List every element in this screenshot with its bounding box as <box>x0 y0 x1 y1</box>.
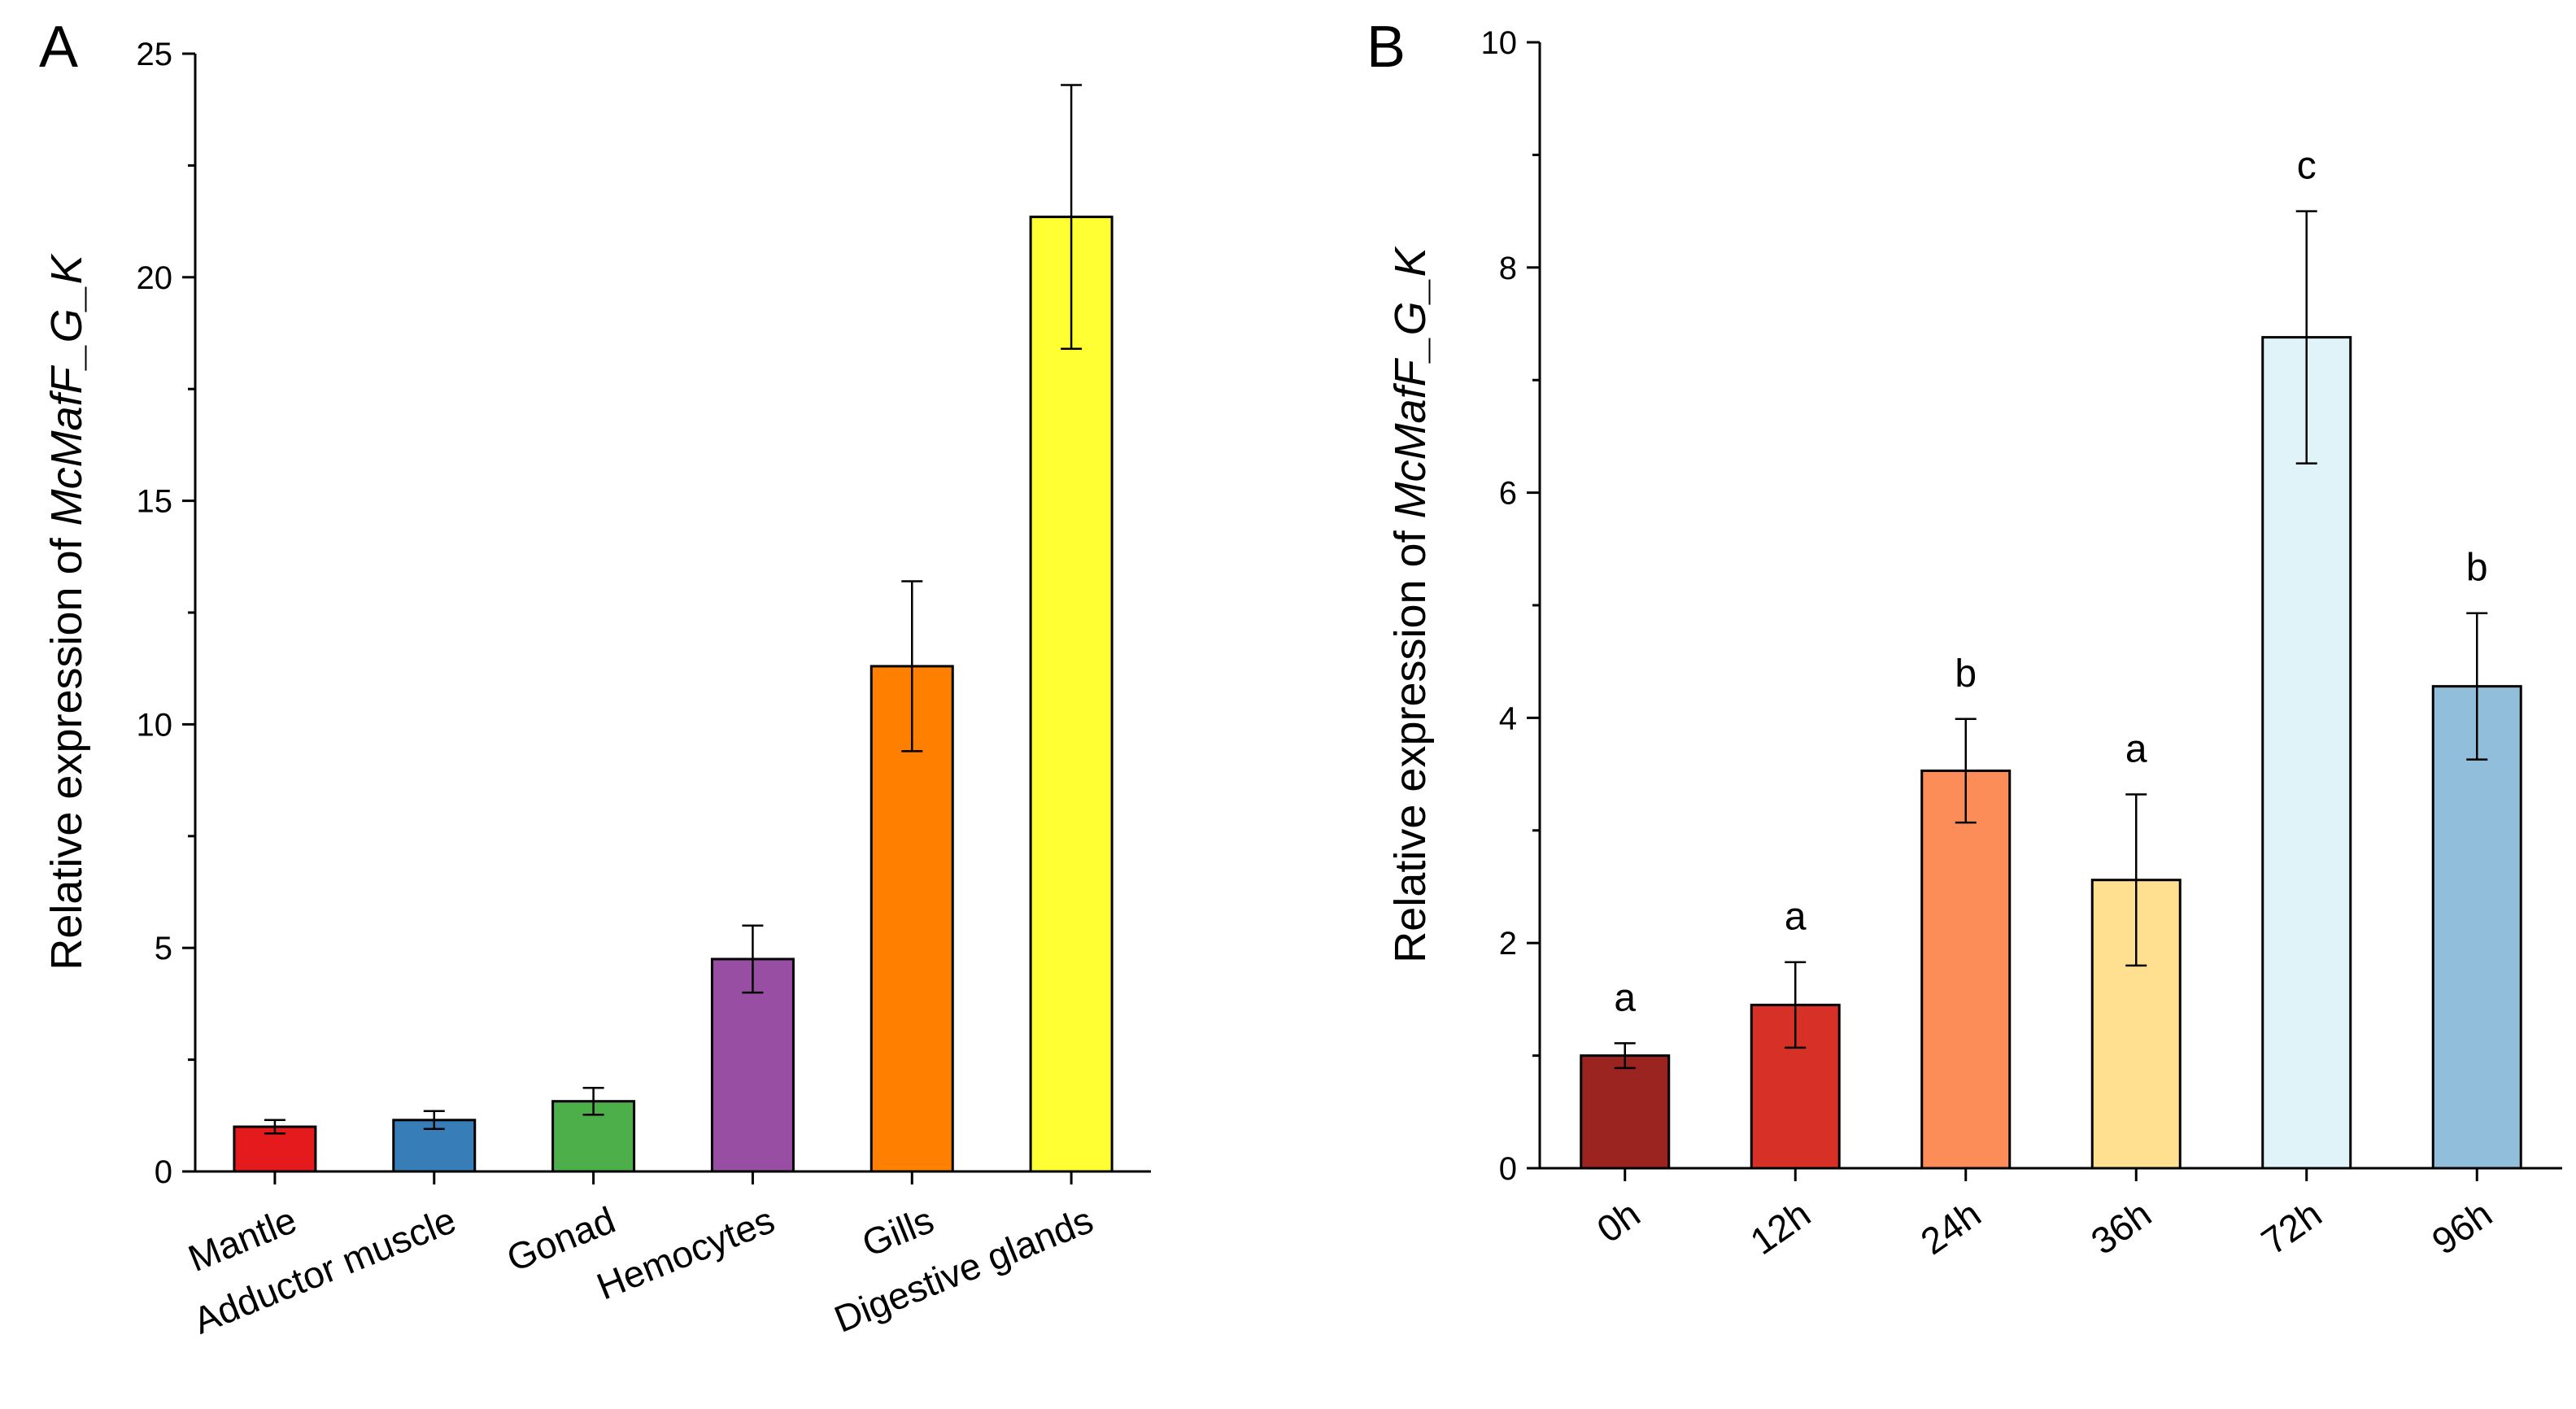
y-tick-label: 0 <box>155 1154 172 1190</box>
x-category-label: 36h <box>2083 1193 2159 1263</box>
significance-label: a <box>1785 896 1807 939</box>
y-tick-label: 6 <box>1499 476 1517 512</box>
x-category-label: Gills <box>856 1198 939 1265</box>
significance-label: b <box>1955 652 1977 696</box>
chart-panel-b: B 0 2 4 6 8 10 Relative expression of McMafF_G_… <box>1366 15 2562 1263</box>
y-axis-title-gene: McMafF_G_K <box>42 253 91 526</box>
y-axis-title-prefix: Relative expression of <box>1386 518 1435 962</box>
x-category-label: 0h <box>1589 1193 1648 1251</box>
y-tick-label: 10 <box>137 707 173 743</box>
y-tick-label: 10 <box>1481 25 1518 61</box>
y-tick-label: 2 <box>1499 926 1517 962</box>
bar <box>1920 769 2012 1170</box>
y-tick-label: 8 <box>1499 251 1517 286</box>
significance-label: a <box>2125 728 2147 771</box>
bar <box>710 958 795 1173</box>
significance-label: a <box>1614 976 1636 1019</box>
chart-panel-a: A 0 5 10 15 20 25 Relative expression of McMafF… <box>39 15 1151 1342</box>
y-axis-title-prefix: Relative expression of <box>42 526 91 970</box>
y-tick-label: 15 <box>137 484 173 520</box>
y-tick-label: 25 <box>137 37 173 72</box>
bar <box>1580 1054 1671 1170</box>
significance-label: b <box>2466 547 2488 590</box>
y-tick-label: 20 <box>137 260 173 296</box>
y-tick-label: 4 <box>1499 700 1517 736</box>
y-axis-title: Relative expression of McMafF_G_K <box>1386 246 1435 962</box>
panel-letter: B <box>1366 15 1406 80</box>
bar <box>2431 685 2522 1170</box>
panel-letter: A <box>39 15 78 80</box>
y-axis-title-gene: McMafF_G_K <box>1386 246 1435 518</box>
bar <box>1029 216 1114 1173</box>
x-category-label: 72h <box>2254 1193 2330 1263</box>
bar <box>233 1125 317 1173</box>
x-category-label: 12h <box>1742 1193 1818 1263</box>
x-category-label: Adductor muscle <box>187 1198 461 1342</box>
y-axis-title: Relative expression of McMafF_G_K <box>42 253 91 970</box>
bar <box>2261 336 2352 1170</box>
y-tick-label: 5 <box>155 931 172 966</box>
x-category-label: Hemocytes <box>591 1198 780 1307</box>
y-tick-label: 0 <box>1499 1151 1517 1187</box>
x-category-label: 24h <box>1913 1193 1989 1263</box>
significance-label: c <box>2297 145 2317 188</box>
x-category-label: 96h <box>2424 1193 2500 1263</box>
